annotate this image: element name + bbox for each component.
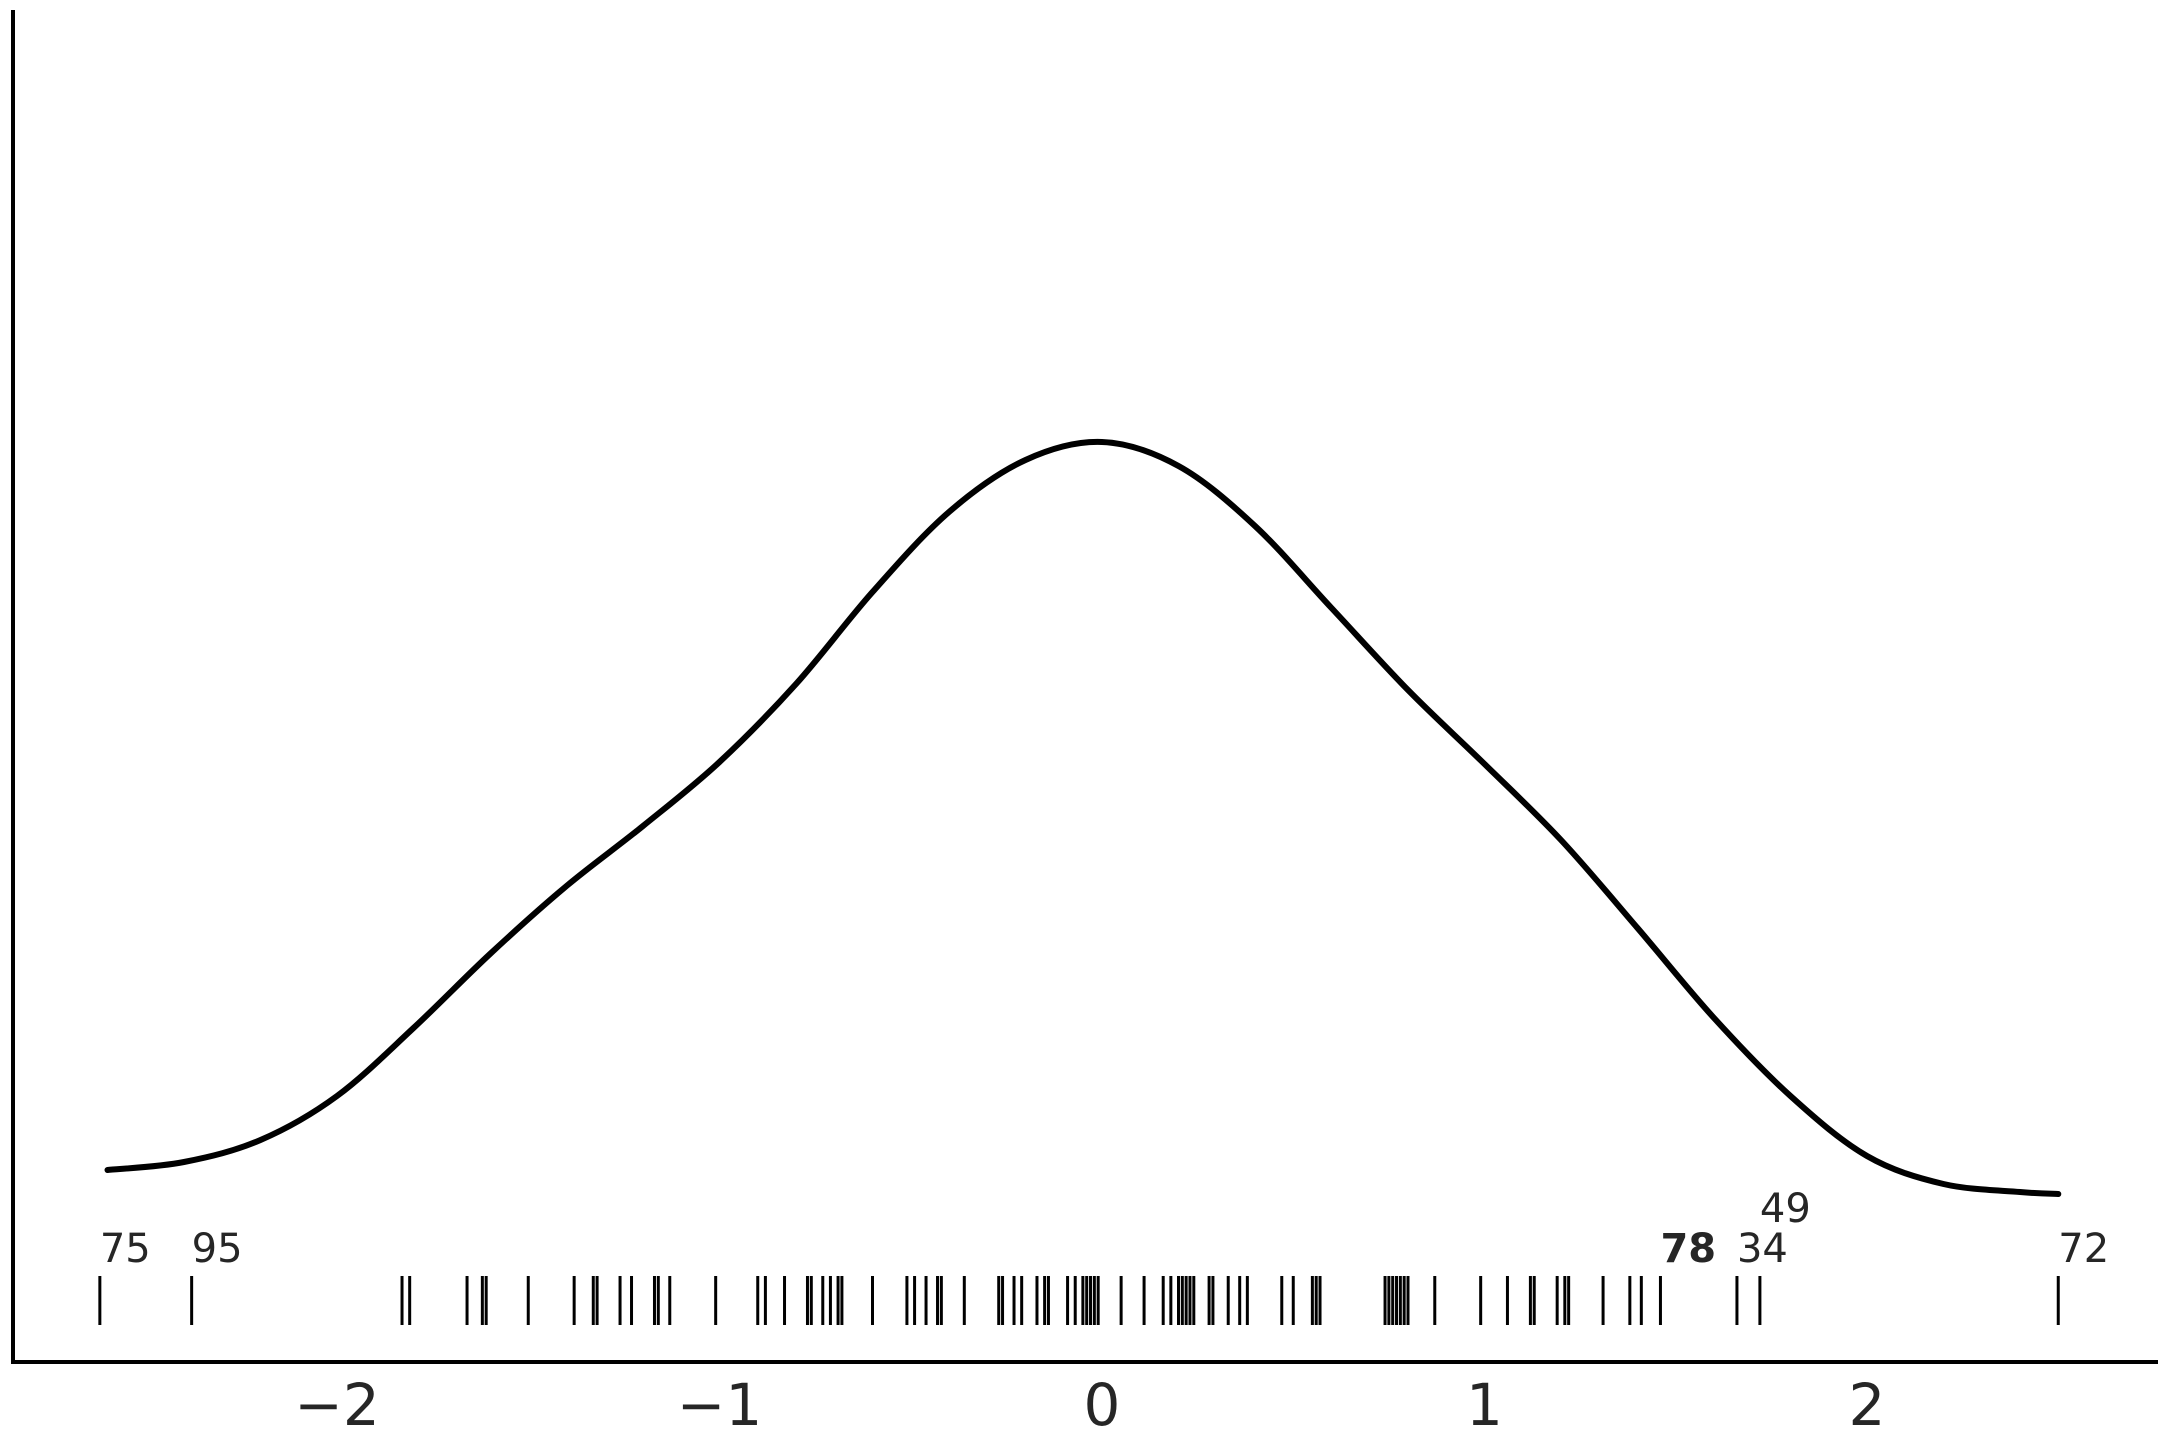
rug-marks: [98, 1276, 2060, 1325]
x-tick-label: 2: [1849, 1371, 1886, 1439]
x-tick-label: −2: [294, 1371, 380, 1439]
observation-label: 34: [1737, 1226, 1788, 1272]
observation-label: 49: [1760, 1186, 1811, 1232]
x-tick-label: −1: [677, 1371, 763, 1439]
x-tick-labels: −2 −1 0 1 2: [294, 1371, 1885, 1439]
observation-label: 78: [1660, 1226, 1716, 1272]
observation-label: 72: [2058, 1226, 2109, 1272]
x-tick-label: 1: [1466, 1371, 1503, 1439]
x-tick-label: 0: [1084, 1371, 1121, 1439]
observation-label: 95: [192, 1226, 243, 1272]
observation-label: 75: [100, 1226, 151, 1272]
density-curve: [104, 438, 2062, 1197]
